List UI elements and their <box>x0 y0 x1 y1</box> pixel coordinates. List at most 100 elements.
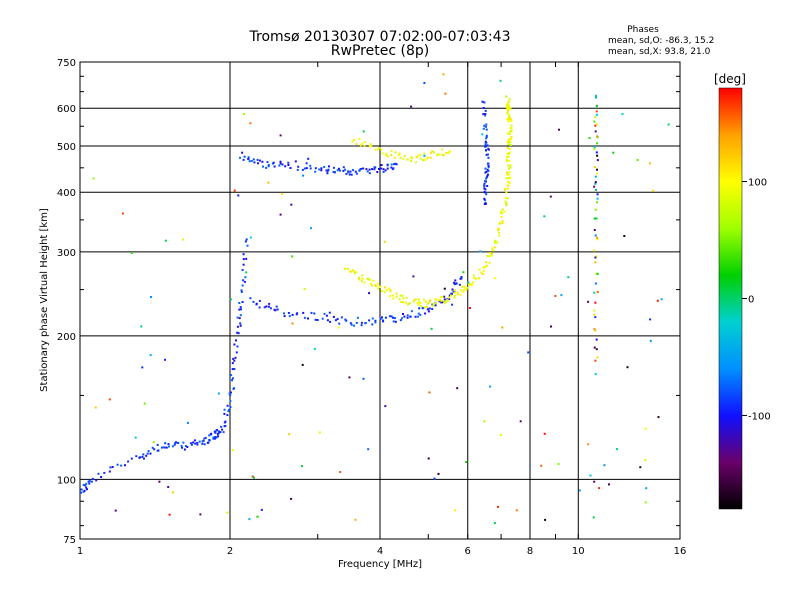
data-point <box>621 113 624 116</box>
data-point <box>386 167 389 170</box>
data-point <box>645 487 648 490</box>
data-point <box>374 148 377 151</box>
data-point <box>84 484 87 487</box>
data-point <box>242 158 245 161</box>
data-point <box>402 297 405 300</box>
data-point <box>368 292 370 295</box>
data-point <box>594 96 597 99</box>
data-point <box>429 156 432 159</box>
data-point <box>336 318 339 321</box>
data-point <box>247 157 250 160</box>
data-point <box>593 229 596 231</box>
data-point <box>338 322 341 325</box>
data-point <box>219 431 222 434</box>
data-point <box>507 164 510 167</box>
data-point <box>420 305 423 308</box>
data-point <box>428 307 431 310</box>
data-point <box>352 169 354 172</box>
data-point <box>450 294 452 297</box>
y-tick-label: 200 <box>57 332 76 343</box>
data-point <box>472 274 475 277</box>
data-point <box>508 182 511 185</box>
data-point <box>190 443 193 446</box>
data-point <box>250 160 253 162</box>
data-point <box>595 151 598 154</box>
data-point <box>367 277 370 280</box>
data-point <box>376 171 379 173</box>
data-point <box>453 291 456 294</box>
data-point <box>171 445 174 448</box>
data-point <box>410 160 413 163</box>
data-point <box>491 247 494 250</box>
data-point <box>262 165 264 168</box>
data-point <box>481 133 484 136</box>
data-point <box>442 73 445 76</box>
data-point <box>507 173 510 176</box>
data-point <box>596 197 599 200</box>
data-point <box>612 151 615 154</box>
data-point <box>453 289 456 292</box>
data-point <box>265 166 268 169</box>
data-point <box>485 176 488 179</box>
data-point <box>226 414 229 417</box>
data-point <box>484 180 486 183</box>
data-point <box>593 166 596 169</box>
data-point <box>290 497 293 500</box>
data-point <box>394 151 397 154</box>
data-point <box>596 238 599 241</box>
data-point <box>508 106 511 109</box>
data-point <box>644 459 647 462</box>
data-point <box>443 300 446 303</box>
data-point <box>385 288 388 291</box>
data-point <box>660 298 663 301</box>
data-point <box>595 272 598 275</box>
data-point <box>283 315 286 318</box>
data-point <box>500 216 503 218</box>
data-point <box>384 316 387 319</box>
data-point <box>422 159 425 162</box>
data-point <box>156 443 159 446</box>
data-point <box>596 154 599 157</box>
data-point <box>233 343 236 346</box>
data-point <box>354 518 357 521</box>
data-point <box>130 252 133 254</box>
data-point <box>506 159 508 162</box>
data-point <box>287 312 290 314</box>
data-point <box>427 310 430 313</box>
data-point <box>257 162 259 165</box>
data-point <box>108 470 111 473</box>
data-point <box>431 303 434 306</box>
data-point <box>501 220 504 223</box>
data-point <box>485 264 488 267</box>
data-point <box>253 161 256 164</box>
data-point <box>482 269 485 272</box>
data-point <box>344 267 347 270</box>
data-point <box>249 122 252 125</box>
data-point <box>305 162 308 165</box>
data-point <box>395 295 398 298</box>
data-point <box>438 299 441 302</box>
data-point <box>355 172 358 175</box>
data-point <box>163 446 166 449</box>
data-point <box>247 156 250 159</box>
data-point <box>485 134 488 137</box>
data-point <box>237 332 240 335</box>
data-point <box>196 441 199 444</box>
data-point <box>437 472 440 475</box>
data-point <box>157 449 160 452</box>
data-point <box>465 461 468 464</box>
data-point <box>109 466 112 469</box>
data-point <box>587 443 590 446</box>
data-point <box>242 263 245 266</box>
data-point <box>490 254 493 257</box>
data-point <box>288 315 291 318</box>
data-point <box>161 446 164 449</box>
data-point <box>362 130 365 133</box>
data-point <box>595 338 598 341</box>
data-point <box>443 295 446 298</box>
data-point <box>404 301 407 304</box>
data-point <box>485 137 488 140</box>
data-point <box>143 457 145 460</box>
data-point <box>598 487 601 490</box>
data-point <box>498 222 501 225</box>
